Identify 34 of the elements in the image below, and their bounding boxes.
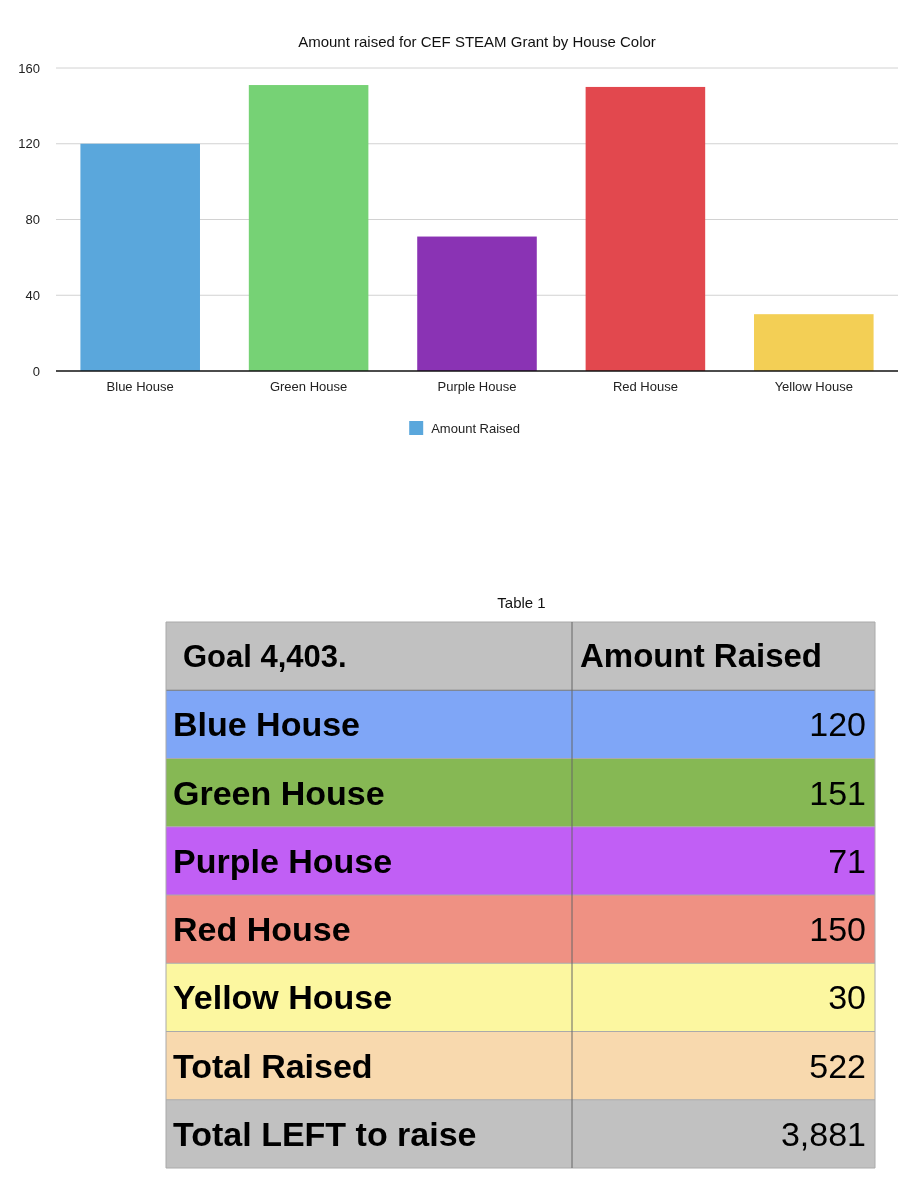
y-tick-label: 80 [25,212,40,227]
y-tick-label: 0 [32,363,40,379]
x-tick-label: Green House [269,379,348,394]
category-label: Blue House [173,705,361,744]
chart-title: Amount raised for CEF STEAM Grant by House Color [298,33,656,50]
x-tick-label: Yellow House [774,379,853,394]
category-label: Total LEFT to raise [173,1114,477,1153]
category-label: Red House [173,910,351,949]
bar [248,85,369,371]
text: 522 [809,1046,866,1085]
text: 151 [809,773,866,812]
category-label: Yellow House [173,978,393,1017]
bar [80,143,200,371]
x-tick-label: Red House [612,379,678,394]
category-label: Purple House [173,841,393,880]
legend-label: Amount Raised [431,421,521,436]
text: Table 1 [497,594,546,611]
category-label: Green House [173,773,385,812]
bar [754,314,874,371]
text: 120 [809,705,866,744]
text: 150 [809,910,866,949]
text: Amount Raised [580,637,823,675]
y-tick-label: 40 [25,287,40,303]
bar [585,86,706,371]
y-tick-label: 160 [18,60,40,76]
bar [417,236,537,371]
text: 3,881 [780,1114,866,1153]
y-tick-label: 120 [18,136,40,152]
text: Goal 4,403. [183,639,347,675]
x-tick-label: Purple House [437,379,517,394]
text: 71 [828,841,866,880]
x-tick-label: Blue House [106,379,174,394]
category-label: Total Raised [173,1046,373,1085]
text: 30 [828,978,866,1017]
